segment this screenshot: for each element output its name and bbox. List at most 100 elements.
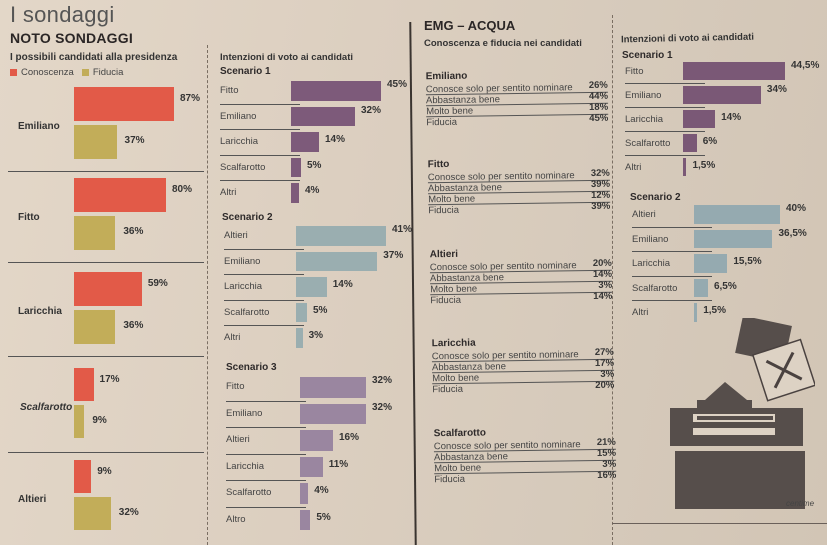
legend-item-fiducia: Fiducia: [81, 67, 124, 78]
value-label: 32%: [372, 375, 393, 386]
bar-fiducia: [74, 216, 116, 250]
noto-intenzioni-title: Intenzioni di voto ai candidati: [220, 52, 354, 63]
emg-row-value: 14%: [593, 290, 613, 302]
row-divider: [220, 103, 300, 105]
candidate-label: Emiliano: [18, 121, 60, 132]
emg-row-label: Fiducia: [432, 383, 464, 396]
candidate-label: Fitto: [226, 381, 245, 392]
credit-text: centime: [786, 499, 815, 508]
bar-scenario: [300, 456, 323, 477]
group-divider: [8, 262, 204, 263]
emg-row-value: 21%: [596, 436, 616, 448]
value-label: 5%: [316, 511, 331, 523]
candidate-label: Fitto: [625, 66, 644, 77]
emg-row-value: 3%: [600, 368, 615, 380]
bar-scenario: [296, 328, 303, 348]
value-label: 44,5%: [791, 60, 820, 71]
row-divider: [632, 275, 712, 277]
emg-row-label: Molto bene: [430, 283, 478, 296]
bar-scenario: [683, 110, 716, 128]
emg-subtitle: Conoscenza e fiducia nei candidati: [424, 38, 582, 49]
candidate-label: Altieri: [18, 494, 47, 505]
candidate-label: Fitto: [18, 212, 40, 223]
value-label: 37%: [383, 249, 404, 261]
row-divider: [632, 226, 712, 228]
emg-candidate-block: Fitto Conosce solo per sentito nominare 32…: [428, 157, 611, 217]
value-label: 16%: [339, 432, 360, 443]
emg-row-value: 44%: [588, 90, 609, 102]
candidate-label: Scalfarotto: [224, 306, 270, 318]
value-label-conoscenza: 87%: [180, 93, 201, 104]
emg-row-label: Molto bene: [432, 372, 480, 385]
value-label: 41%: [392, 224, 413, 235]
legend: Conoscenza Fiducia: [10, 67, 123, 78]
candidate-label: Emiliano: [625, 90, 662, 101]
row-divider: [226, 506, 306, 508]
row-divider: [226, 427, 306, 428]
emg-row-label: Fiducia: [428, 204, 460, 217]
emg-row-value: 16%: [597, 469, 617, 481]
bar-conoscenza: [74, 87, 174, 121]
candidate-label: Emiliano: [632, 233, 669, 245]
scenario-title: Scenario 2: [222, 212, 273, 223]
row-divider: [632, 251, 712, 252]
row-divider: [224, 325, 304, 326]
bar-scenario: [694, 205, 780, 224]
bar-scenario: [683, 158, 687, 176]
candidate-label: Scalfarotto: [632, 282, 678, 294]
emg-row-value: 26%: [588, 79, 608, 91]
candidate-label: Emiliano: [226, 407, 263, 419]
value-label: 32%: [361, 104, 382, 116]
candidate-label: Laricchia: [220, 136, 259, 147]
candidate-label: Laricchia: [224, 281, 263, 292]
candidate-label: Altieri: [224, 230, 248, 241]
value-label: 6%: [702, 136, 718, 147]
column-divider: [409, 22, 417, 545]
legend-item-conoscenza: Conoscenza: [10, 67, 74, 78]
emg-title: EMG – ACQUA: [424, 18, 516, 33]
value-label: 4%: [305, 185, 320, 196]
candidate-label: Emiliano: [220, 110, 257, 122]
value-label: 14%: [721, 112, 742, 123]
bottom-rule: [612, 523, 827, 524]
ballot-box-icon: [670, 318, 815, 509]
emg-row-value: 39%: [591, 200, 611, 212]
row-divider: [226, 453, 306, 455]
legend-label: Conoscenza: [21, 67, 74, 78]
row-divider: [625, 155, 705, 156]
candidate-label: Laricchia: [632, 258, 671, 269]
emg-row-value: 20%: [592, 257, 612, 269]
bar-scenario: [296, 277, 327, 297]
bar-scenario: [683, 62, 785, 80]
bar-conoscenza: [74, 460, 92, 493]
emg-row: Fiducia 39%: [428, 200, 611, 217]
bar-scenario: [300, 377, 366, 398]
emg-candidate-block: Altieri Conosce solo per sentito nominare…: [430, 247, 613, 306]
bar-scenario: [300, 509, 311, 530]
candidate-label: Laricchia: [226, 460, 265, 472]
candidate-label: Altri: [625, 162, 642, 173]
emg-row-label: Molto bene: [426, 105, 474, 118]
ballot-paper-x-icon: [751, 338, 815, 402]
emg-row-value: 14%: [592, 268, 613, 280]
row-divider: [220, 154, 300, 156]
row-divider: [632, 300, 712, 301]
value-label-conoscenza: 9%: [97, 466, 112, 477]
legend-swatch-conoscenza: [10, 68, 17, 76]
group-divider: [8, 171, 204, 172]
ballot-box-top: [670, 408, 803, 446]
value-label-fiducia: 32%: [118, 507, 139, 518]
emg-row-value: 45%: [589, 112, 609, 124]
candidate-label: Altri: [632, 307, 649, 318]
bar-scenario: [683, 134, 697, 152]
value-label: 15,5%: [733, 256, 762, 267]
emg-candidate-block: Scalfarotto Conosce solo per sentito nomi…: [434, 426, 617, 486]
bar-fiducia: [74, 405, 85, 438]
row-divider: [224, 274, 304, 275]
legend-label: Fiducia: [92, 67, 124, 78]
emg-row-value: 27%: [594, 346, 614, 358]
bar-scenario: [296, 302, 307, 322]
value-label: 14%: [332, 279, 353, 290]
row-divider: [625, 83, 705, 84]
emg-row: Fiducia 16%: [434, 469, 617, 486]
